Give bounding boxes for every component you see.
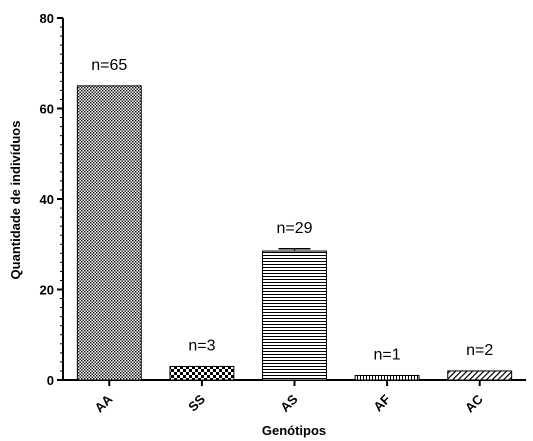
bars [76, 85, 513, 381]
y-tick-labels: 0 20 40 60 80 [40, 11, 54, 388]
data-label-ac: n=2 [466, 342, 493, 359]
x-axis-title: Genótipos [262, 423, 326, 438]
x-tick-label-as: AS [277, 391, 301, 415]
x-tick-labels: AA SS AS AF AC [92, 380, 486, 415]
x-tick-label-ss: SS [185, 391, 208, 414]
y-axis-title: Quantidade de indivíduos [8, 121, 23, 280]
y-tick-label: 60 [40, 102, 54, 117]
bar-af [354, 374, 420, 381]
data-label-as: n=29 [276, 220, 312, 237]
y-ticks [57, 17, 63, 381]
data-label-aa: n=65 [91, 57, 127, 74]
data-labels: n=65 n=3 n=29 n=1 n=2 [91, 57, 493, 364]
y-tick-label: 40 [40, 192, 54, 207]
data-label-ss: n=3 [188, 337, 215, 354]
x-tick-label-ac: AC [462, 391, 486, 415]
y-tick-label: 0 [47, 373, 54, 388]
bar-as [262, 250, 327, 381]
bar-ss [169, 365, 235, 381]
data-label-af: n=1 [374, 346, 401, 363]
y-tick-label: 20 [40, 283, 54, 298]
bar-ac [447, 370, 513, 381]
y-tick-label: 80 [40, 11, 54, 26]
x-tick-label-af: AF [370, 391, 393, 414]
x-tick-label-aa: AA [92, 391, 116, 415]
bar-aa [76, 85, 142, 381]
error-bars [278, 248, 311, 252]
y-minor-ticks [60, 26, 63, 372]
